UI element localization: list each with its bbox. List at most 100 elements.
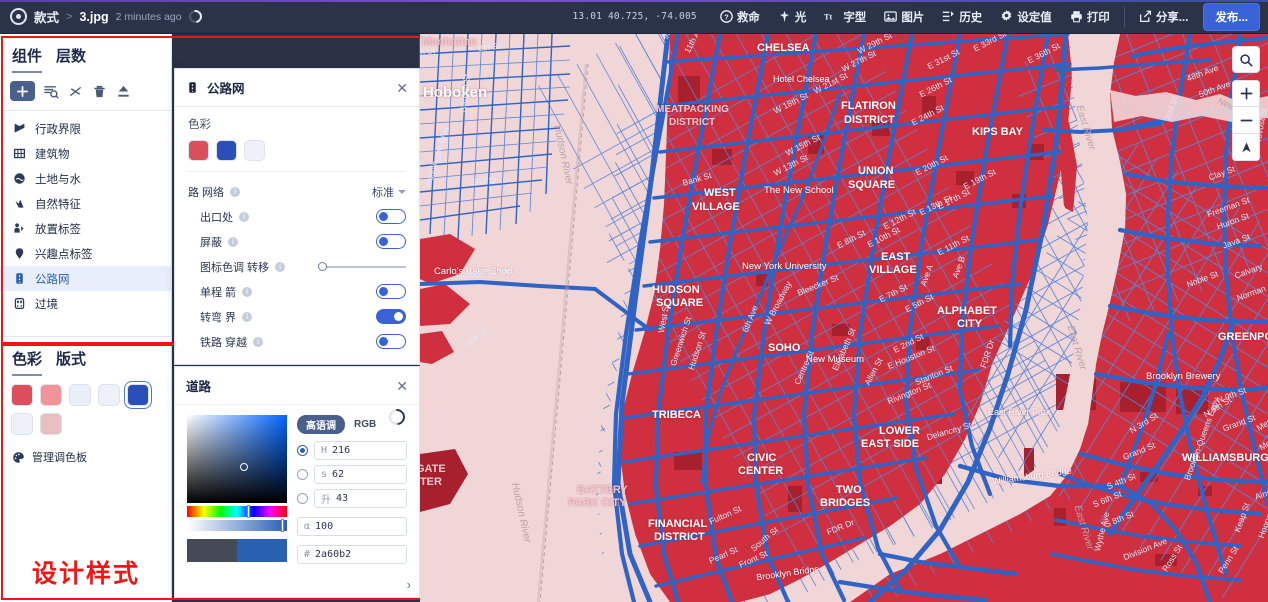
- oneway-arrow-toggle[interactable]: [376, 284, 406, 299]
- hue-slider[interactable]: [187, 505, 287, 518]
- road-network-value: 标准: [372, 186, 394, 199]
- hue-radio[interactable]: [297, 445, 308, 456]
- road-color-swatch[interactable]: [244, 140, 265, 161]
- color-picker-fields: 高语调 RGB H 216 s 62: [297, 415, 407, 569]
- road-color-swatch[interactable]: [188, 140, 209, 161]
- info-icon[interactable]: i: [242, 311, 253, 322]
- image-button[interactable]: 图片: [875, 0, 933, 34]
- new-color-swatch[interactable]: [237, 539, 287, 562]
- info-icon[interactable]: i: [242, 286, 253, 297]
- layer-item-place-labels[interactable]: 放置标签: [0, 216, 171, 241]
- info-icon[interactable]: i: [253, 336, 264, 347]
- hue-handle[interactable]: [247, 505, 250, 518]
- hue-field[interactable]: H 216: [314, 441, 407, 460]
- saturation-value: 62: [332, 469, 345, 480]
- shield-toggle[interactable]: [376, 234, 406, 249]
- toolbar-divider: [1123, 6, 1125, 27]
- history-icon: [943, 11, 955, 22]
- road-color-swatch[interactable]: [216, 140, 237, 161]
- layer-item-natural[interactable]: 自然特征: [0, 191, 171, 216]
- icon-hue-shift-slider[interactable]: [318, 260, 406, 274]
- breadcrumb-filename[interactable]: 3.jpg: [79, 9, 109, 24]
- manage-palette-label: 管理调色板: [32, 452, 87, 464]
- svg-text:Tt: Tt: [824, 13, 833, 22]
- light-button[interactable]: 光: [769, 0, 816, 34]
- lightness-field[interactable]: 升 43: [314, 489, 407, 508]
- saturation-channel-row: s 62: [297, 465, 407, 484]
- saturation-radio[interactable]: [297, 469, 308, 480]
- alpha-field[interactable]: α 100: [297, 517, 407, 536]
- palette-swatch[interactable]: [40, 384, 62, 406]
- manage-palette-button[interactable]: 管理调色板: [0, 439, 172, 475]
- image-label: 图片: [901, 11, 925, 24]
- layer-item-road-network[interactable]: 公路网: [0, 266, 171, 291]
- history-button[interactable]: 历史: [933, 0, 991, 34]
- previous-color-swatch[interactable]: [187, 539, 237, 562]
- oneway-arrow-label: 单程 箭: [200, 286, 237, 299]
- typography-button[interactable]: Tt 字型: [815, 0, 875, 34]
- share-button[interactable]: 分享...: [1130, 0, 1198, 34]
- publish-button[interactable]: 发布...: [1203, 2, 1260, 31]
- info-icon[interactable]: i: [228, 236, 238, 247]
- layer-item-transit[interactable]: 过境: [0, 291, 171, 316]
- info-icon[interactable]: i: [239, 211, 249, 222]
- mode-rgb[interactable]: RGB: [354, 419, 377, 430]
- map-canvas[interactable]: Hoboken Manhattan CHELSEA Hotel Chelsea …: [420, 34, 1268, 602]
- layer-item-land-water[interactable]: 土地与水: [0, 166, 171, 191]
- zoom-out-button[interactable]: [1232, 107, 1260, 134]
- palette-swatch[interactable]: [11, 413, 33, 435]
- turn-restriction-toggle[interactable]: [376, 309, 406, 324]
- icon-hue-shift-row: 图标色调 转移 i: [188, 254, 406, 279]
- tab-colors[interactable]: 色彩: [12, 348, 43, 376]
- layer-item-buildings[interactable]: 建筑物: [0, 141, 171, 166]
- tab-layers[interactable]: 层数: [56, 48, 87, 65]
- toggle-visibility-icon[interactable]: [68, 84, 83, 99]
- close-icon[interactable]: ✕: [396, 79, 408, 96]
- app-logo-icon[interactable]: [10, 8, 27, 25]
- layer-toolbar: [0, 73, 171, 111]
- alpha-key: α: [304, 521, 311, 532]
- help-label: 救命: [736, 11, 760, 24]
- palette-swatch[interactable]: [69, 384, 91, 406]
- chevron-right-icon[interactable]: ›: [406, 577, 411, 592]
- mode-hsl[interactable]: 高语调: [297, 415, 345, 434]
- palette-swatch[interactable]: [11, 384, 33, 406]
- saturation-field[interactable]: s 62: [314, 465, 407, 484]
- palette-swatch[interactable]: [98, 384, 120, 406]
- export-layer-icon[interactable]: [116, 84, 131, 99]
- sv-handle[interactable]: [240, 463, 248, 471]
- rail-crossing-toggle[interactable]: [376, 334, 406, 349]
- zoom-in-button[interactable]: [1232, 80, 1260, 107]
- alpha-slider[interactable]: [187, 519, 287, 532]
- settings-button[interactable]: 设定值: [991, 0, 1061, 34]
- turn-restriction-row: 转弯 界 i: [188, 304, 406, 329]
- map-search-button[interactable]: [1232, 46, 1260, 73]
- alpha-handle[interactable]: [281, 519, 284, 532]
- palette-swatch[interactable]: [40, 413, 62, 435]
- filter-layers-icon[interactable]: [44, 84, 59, 99]
- info-icon[interactable]: i: [230, 186, 241, 197]
- lightness-radio[interactable]: [297, 493, 308, 504]
- hex-field[interactable]: # 2a60b2: [297, 545, 407, 564]
- layer-item-poi-labels[interactable]: 兴趣点标签: [0, 241, 171, 266]
- road-network-select[interactable]: 标准: [372, 184, 406, 200]
- layer-item-administrative[interactable]: 行政界限: [0, 116, 171, 141]
- palette-swatch[interactable]: [127, 384, 149, 406]
- print-button[interactable]: 打印: [1061, 0, 1119, 34]
- help-button[interactable]: ? 救命: [711, 0, 769, 34]
- color-picker-header: 道路 ✕: [175, 367, 419, 405]
- transit-icon: [12, 297, 26, 310]
- delete-layer-icon[interactable]: [92, 84, 107, 99]
- exit-toggle[interactable]: [376, 209, 406, 224]
- tab-components[interactable]: 组件: [12, 45, 43, 73]
- breadcrumb: 款式 > 3.jpg 2 minutes ago: [0, 7, 205, 26]
- info-icon[interactable]: i: [275, 261, 286, 272]
- add-layer-icon[interactable]: [10, 81, 35, 101]
- close-icon[interactable]: ✕: [396, 377, 408, 394]
- exit-row: 出口处 i: [188, 204, 406, 229]
- tab-typography[interactable]: 版式: [56, 351, 87, 368]
- compass-button[interactable]: [1232, 134, 1260, 161]
- exit-label: 出口处: [200, 211, 233, 224]
- breadcrumb-root[interactable]: 款式: [34, 11, 60, 25]
- saturation-value-area[interactable]: [187, 415, 287, 503]
